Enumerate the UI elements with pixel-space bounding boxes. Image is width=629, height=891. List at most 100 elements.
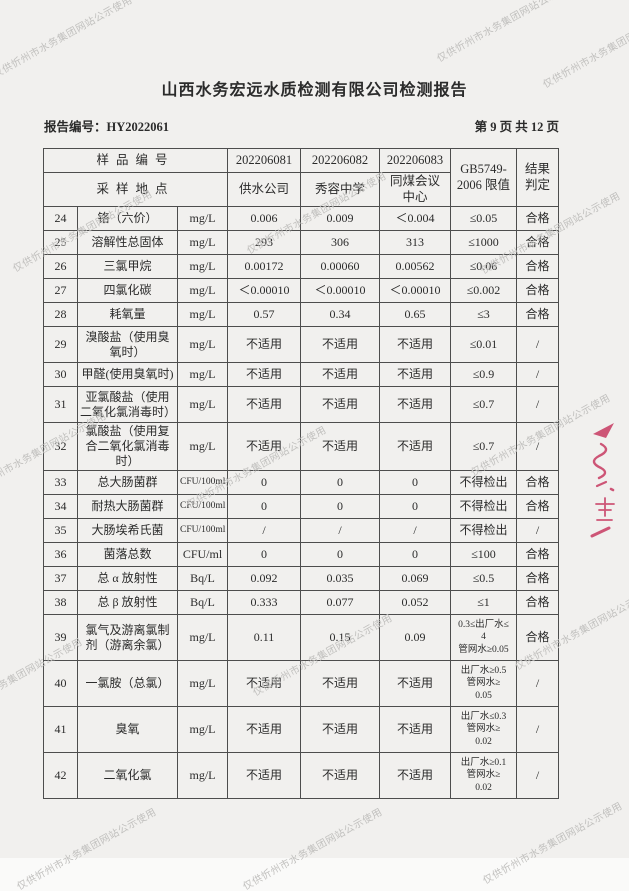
sampling-location-label: 采样地点 [43,171,228,208]
param-unit: Bq/L [177,566,228,592]
param-name: 四氯化碳 [77,278,178,304]
param-unit: mg/L [177,614,228,662]
param-name: 溶解性总固体 [77,230,178,256]
row-number: 36 [43,542,78,568]
sample-value: 0 [227,494,301,520]
sample-value: 0.052 [379,590,451,616]
sample-value: 0.009 [300,206,380,232]
watermark-text: 仅供忻州市水务集团网站公示使用 [0,0,135,81]
sample-value: 0.09 [379,614,451,662]
param-unit: mg/L [177,386,228,424]
limit-value: 不得检出 [450,518,517,544]
result-value: 合格 [516,614,559,662]
sample-value: 0.00060 [300,254,380,280]
row-number: 41 [43,706,78,754]
report-number: 报告编号：HY2022061 [44,120,170,134]
param-name: 臭氧 [77,706,178,754]
limit-value: ≤1 [450,590,517,616]
result-value: / [516,518,559,544]
limit-value: ≤0.06 [450,254,517,280]
row-number: 31 [43,386,78,424]
table-row: 42 二氧化氯 mg/L 不适用 不适用 不适用 出厂水≥0.1 管网水≥ 0.02/ [43,752,559,800]
limit-value: ≤1000 [450,230,517,256]
param-name: 耗氧量 [77,302,178,328]
limit-value: ≤3 [450,302,517,328]
param-name: 甲醛(使用臭氧时) [77,362,178,388]
table-row: 26 三氯甲烷 mg/L 0.00172 0.00060 0.00562 ≤0.06 合格 [43,254,559,280]
param-name: 溴酸盐（使用臭氧时） [77,326,178,364]
sample-value: 不适用 [300,706,380,754]
sample-value: ＜0.00010 [300,278,380,304]
row-number: 29 [43,326,78,364]
sample-value: 0.333 [227,590,301,616]
red-stamp-mark [590,423,615,538]
sample-value: 293 [227,230,301,256]
limit-column-header: GB5749- 2006 限值 [450,147,517,208]
sample-id-label: 样品编号 [43,148,228,173]
sample-id: 202206083 [379,148,451,173]
table-row: 33 总大肠菌群 CFU/100ml 0 0 0 不得检出 合格 [43,470,559,496]
sample-value: / [379,518,451,544]
result-value: / [516,752,559,800]
result-value: 合格 [516,206,559,232]
sample-value: 0.069 [379,566,451,592]
sample-value: 不适用 [300,660,380,708]
result-value: / [516,362,559,388]
table-row: 34 耐热大肠菌群 CFU/100ml 0 0 0 不得检出 合格 [43,494,559,520]
sample-value: 306 [300,230,380,256]
sample-value: 0.00172 [227,254,301,280]
param-unit: mg/L [177,206,228,232]
sample-value: 0.035 [300,566,380,592]
sample-value: 不适用 [379,422,451,472]
header-row-sample-id: 样品编号 202206081 202206082 202206083 GB574… [43,147,559,208]
sample-value: 不适用 [379,362,451,388]
sample-value: 0 [227,470,301,496]
sample-value: 不适用 [227,752,301,800]
sample-value: / [300,518,380,544]
result-value: 合格 [516,278,559,304]
report-meta-row: 报告编号：HY2022061 第 9 页 共 12 页 [44,116,559,135]
sample-value: 不适用 [300,422,380,472]
sample-value: 0 [300,542,380,568]
sample-value: 0.15 [300,614,380,662]
result-value: / [516,422,559,472]
sample-value: 0.077 [300,590,380,616]
result-column-header: 结果 判定 [516,147,559,208]
sample-value: 不适用 [300,386,380,424]
table-row: 39 氯气及游离氯制剂（游离余氯） mg/L 0.11 0.15 0.09 0.3≤出厂水≤… [43,614,559,662]
param-name: 大肠埃希氏菌 [77,518,178,544]
row-number: 40 [43,660,78,708]
result-value: 合格 [516,494,559,520]
row-number: 27 [43,278,78,304]
sample-value: 0.57 [227,302,301,328]
page-bottom-margin [0,858,629,891]
table-row: 27 四氯化碳 mg/L ＜0.00010 ＜0.00010 ＜0.00010 ≤0.002… [43,278,559,304]
limit-value: 出厂水≥0.1 管网水≥ 0.02 [450,752,517,800]
limit-value: 不得检出 [450,494,517,520]
table-row: 40 一氯胺（总氯） mg/L 不适用 不适用 不适用 出厂水≥0.5 管网水≥ 0.05/ [43,660,559,708]
watermark-text: 仅供忻州市水务集团网站公示使用 [435,0,579,65]
table-row: 31 亚氯酸盐（使用二氧化氯消毒时） mg/L 不适用 不适用 不适用 ≤0.7/ [43,386,559,424]
table-row: 36 菌落总数 CFU/ml 0 0 0 ≤100 合格 [43,542,559,568]
param-name: 总 α 放射性 [77,566,178,592]
sample-id: 202206081 [227,148,301,173]
row-number: 24 [43,206,78,232]
table-row: 24 铬（六价） mg/L 0.006 0.009 ＜0.004 ≤0.05 合格 [43,206,559,232]
limit-value: ≤100 [450,542,517,568]
row-number: 28 [43,302,78,328]
result-value: / [516,386,559,424]
limit-value: ≤0.7 [450,422,517,472]
sample-value: 不适用 [227,706,301,754]
limit-value: ≤0.7 [450,386,517,424]
result-value: / [516,660,559,708]
row-number: 30 [43,362,78,388]
sample-value: 不适用 [379,660,451,708]
sample-value: 0.34 [300,302,380,328]
sample-value: ＜0.00010 [227,278,301,304]
param-name: 亚氯酸盐（使用二氧化氯消毒时） [77,386,178,424]
param-name: 铬（六价） [77,206,178,232]
result-value: 合格 [516,542,559,568]
sampling-location: 秀容中学 [300,171,380,208]
table-row: 25 溶解性总固体 mg/L 293 306 313 ≤1000 合格 [43,230,559,256]
